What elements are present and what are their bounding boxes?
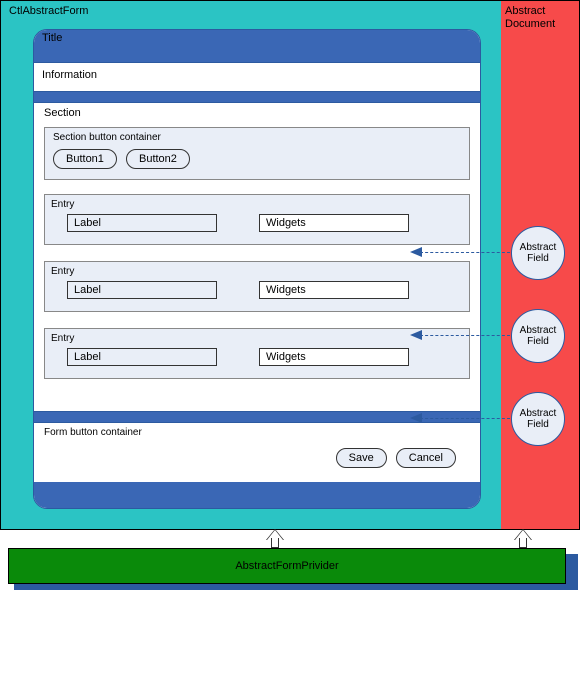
entry-label-field: Label [67,281,217,299]
entry-label: Entry [51,333,463,344]
entry-box: Entry Label Widgets [44,261,470,312]
entry-box: Entry Label Widgets [44,328,470,379]
entry-box: Entry Label Widgets [44,194,470,245]
arrowhead-icon [410,413,422,423]
up-arrow-icon [516,530,530,548]
section-button-container-label: Section button container [53,132,461,143]
blue-spacer-bottom [34,482,480,508]
section-box: Section Section button container Button1… [34,102,480,412]
entry-widget-field[interactable]: Widgets [259,214,409,232]
entry-label: Entry [51,266,463,277]
abstract-form-provider: AbstractFormPrivider [8,548,566,584]
abstract-field-circle: AbstractField [511,309,565,363]
ctl-panel-label: CtlAbstractForm [5,5,501,25]
button1[interactable]: Button1 [53,149,117,169]
form-button-container: Form button container Save Cancel [34,422,480,482]
form-button-container-label: Form button container [44,427,470,438]
entry-widget-field[interactable]: Widgets [259,281,409,299]
save-button[interactable]: Save [336,448,387,468]
information-bar: Information [34,62,480,92]
abstract-field-circle: AbstractField [511,226,565,280]
blue-spacer [34,92,480,102]
provider-wrap: AbstractFormPrivider [0,548,580,584]
arrowhead-icon [410,330,422,340]
section-label: Section [44,107,470,127]
up-arrow-icon [268,530,282,548]
connector-line [420,252,510,253]
entry-label: Entry [51,199,463,210]
entry-label-field: Label [67,348,217,366]
connector-line [420,418,510,419]
section-button-container: Section button container Button1 Button2 [44,127,470,180]
form-card: Title Information Section Section button… [33,29,481,509]
button2[interactable]: Button2 [126,149,190,169]
connector-line [420,335,510,336]
abstract-field-circle: AbstractField [511,392,565,446]
abstract-document-panel: AbstractDocument AbstractField AbstractFi… [501,1,579,529]
abstract-doc-label: AbstractDocument [505,5,575,31]
ctl-abstract-form-panel: CtlAbstractForm Title Information Sectio… [1,1,501,529]
cancel-button[interactable]: Cancel [396,448,456,468]
diagram-top-row: CtlAbstractForm Title Information Sectio… [0,0,580,530]
arrowhead-icon [410,247,422,257]
entry-widget-field[interactable]: Widgets [259,348,409,366]
title-bar: Title [34,30,480,62]
entry-label-field: Label [67,214,217,232]
